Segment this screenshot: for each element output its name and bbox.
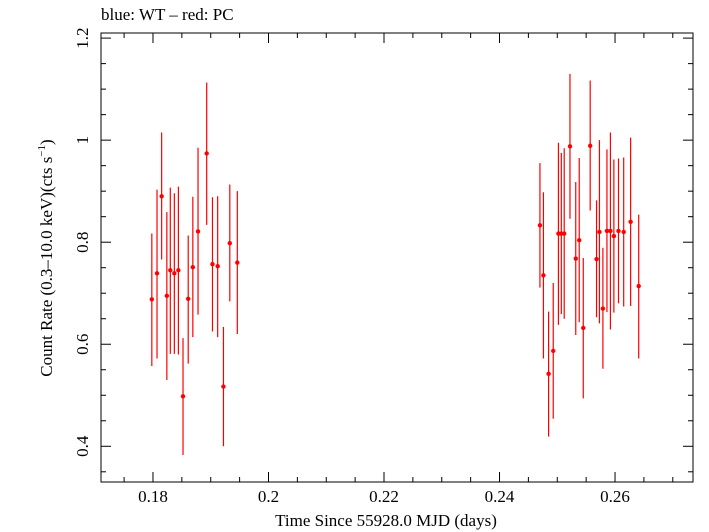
data-point: [616, 158, 621, 304]
data-point: [573, 181, 578, 336]
data-marker: [594, 256, 599, 262]
data-point: [195, 147, 201, 315]
x-tick-label: 0.2: [258, 487, 279, 506]
data-point: [604, 149, 610, 313]
data-point: [537, 163, 543, 288]
data-marker: [149, 297, 155, 302]
data-marker: [221, 384, 226, 389]
axis-ticks: [101, 33, 693, 482]
data-marker: [636, 283, 641, 289]
y-tick-label: 1.2: [73, 27, 92, 48]
data-point: [168, 187, 173, 354]
y-tick-label: 0.4: [73, 435, 92, 457]
y-tick-label: 0.6: [73, 334, 92, 355]
data-point: [235, 191, 240, 335]
data-point: [190, 196, 196, 338]
data-point: [164, 212, 170, 380]
data-marker: [573, 256, 578, 261]
y-axis-label: Count Rate (0.3–10.0 keV)(cts s−1): [36, 139, 56, 376]
data-marker: [611, 233, 617, 239]
data-marker: [190, 264, 196, 270]
data-point: [210, 197, 215, 332]
data-point: [172, 193, 177, 354]
y-tick-labels: 0.4 0.6 0.8 1 1.2: [73, 27, 92, 456]
data-point: [204, 82, 209, 225]
y-tick-label: 1: [73, 136, 92, 145]
data-marker: [551, 348, 556, 354]
data-point: [567, 73, 573, 219]
data-marker: [546, 371, 551, 377]
data-marker: [537, 223, 543, 228]
data-points: [149, 73, 641, 455]
data-point: [621, 157, 626, 307]
data-point: [581, 258, 586, 399]
data-marker: [577, 237, 582, 243]
data-point: [600, 247, 606, 369]
x-tick-label: 0.26: [600, 487, 630, 506]
data-marker: [164, 293, 170, 298]
y-tick-label: 0.8: [73, 232, 92, 253]
data-marker: [176, 268, 181, 273]
data-marker: [621, 229, 626, 235]
data-marker: [186, 296, 191, 302]
data-point: [551, 283, 556, 419]
data-point: [587, 80, 593, 211]
data-marker: [215, 263, 220, 269]
data-marker: [541, 273, 546, 278]
data-point: [628, 137, 633, 306]
data-point: [597, 140, 602, 324]
y-axis-label-superscript: −1: [36, 145, 48, 157]
y-axis-label-main: Count Rate (0.3–10.0 keV)(cts s: [37, 157, 56, 377]
data-marker: [616, 228, 621, 234]
data-point: [159, 132, 164, 260]
x-tick-labels: 0.18 0.2 0.22 0.24 0.26: [138, 487, 630, 506]
data-point: [221, 326, 226, 447]
data-point: [594, 200, 599, 318]
data-marker: [172, 271, 177, 276]
data-point: [608, 132, 613, 330]
data-marker: [210, 261, 215, 267]
data-point: [180, 338, 186, 455]
x-tick-label: 0.22: [369, 487, 399, 506]
data-point: [546, 311, 551, 437]
data-marker: [567, 144, 573, 149]
data-point: [186, 235, 191, 364]
data-point: [636, 214, 641, 359]
data-marker: [168, 268, 173, 273]
data-marker: [562, 231, 567, 236]
data-point: [215, 196, 220, 338]
data-point: [176, 186, 181, 355]
plot-frame: [100, 32, 694, 483]
x-tick-label: 0.18: [138, 487, 168, 506]
data-marker: [581, 325, 586, 331]
data-marker: [587, 143, 593, 148]
data-point: [227, 184, 232, 302]
data-marker: [628, 219, 633, 224]
data-marker: [608, 228, 613, 234]
data-marker: [159, 194, 164, 199]
data-point: [149, 233, 155, 367]
data-marker: [195, 229, 201, 234]
data-point: [562, 148, 567, 319]
data-marker: [604, 228, 610, 234]
data-marker: [600, 306, 606, 311]
x-axis-label: Time Since 55928.0 MJD (days): [275, 511, 497, 530]
chart-title: blue: WT – red: PC: [101, 5, 234, 24]
data-marker: [154, 271, 160, 276]
data-marker: [235, 260, 240, 265]
data-marker: [204, 151, 209, 156]
data-marker: [597, 229, 602, 235]
data-point: [577, 158, 582, 323]
data-point: [611, 159, 617, 313]
data-marker: [227, 241, 232, 246]
data-marker: [180, 394, 186, 399]
data-point: [154, 189, 160, 359]
x-tick-label: 0.24: [485, 487, 515, 506]
y-axis-label-tail: ): [37, 139, 56, 145]
data-point: [541, 192, 546, 359]
